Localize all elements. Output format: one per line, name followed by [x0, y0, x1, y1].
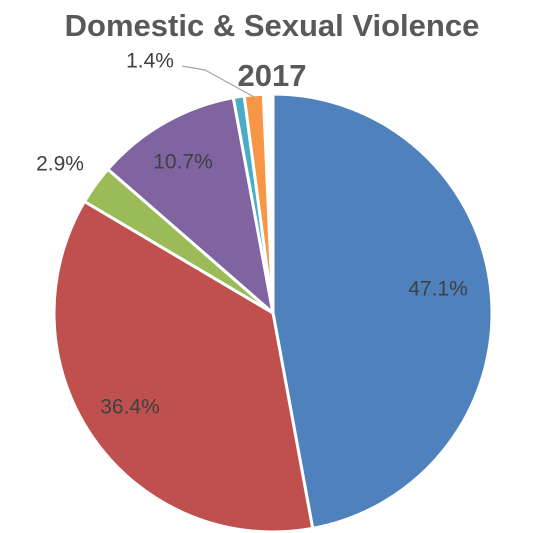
chart-title: 2017	[238, 58, 307, 93]
pie-slice	[106, 96, 275, 315]
pie-slice	[52, 200, 315, 533]
data-label: 2.9%	[36, 153, 84, 176]
pie	[52, 92, 494, 533]
leader-line	[181, 65, 255, 98]
chart-title: Domestic & Sexual Violence	[65, 8, 480, 43]
pie-slice	[271, 92, 494, 530]
data-label: 10.7%	[153, 151, 213, 174]
pie-slice	[261, 92, 275, 315]
data-label: 36.4%	[100, 396, 160, 419]
data-label: 1.4%	[126, 50, 174, 73]
data-label: 47.1%	[408, 278, 468, 301]
